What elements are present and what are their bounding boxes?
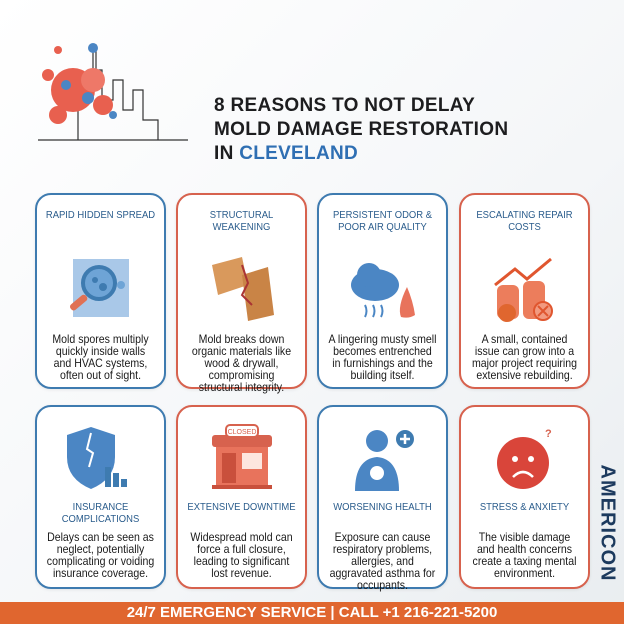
card-insurance-complications: INSURANCE COMPLICATIONS Delays can be se…	[35, 405, 166, 589]
title-line-3: IN CLEVELAND	[214, 142, 508, 166]
title-prefix: IN	[214, 143, 240, 164]
cracked-wood-icon	[178, 255, 305, 327]
card-text: A lingering musty smell becomes entrench…	[328, 332, 437, 382]
card-title: RAPID HIDDEN SPREAD	[45, 209, 156, 221]
title-city: CLEVELAND	[239, 143, 359, 164]
card-text: Widespread mold can force a full closure…	[190, 530, 293, 580]
page-title: 8 REASONS TO NOT DELAY MOLD DAMAGE RESTO…	[214, 94, 508, 166]
card-worsening-health: WORSENING HEALTH Exposure can cause resp…	[317, 405, 448, 592]
closed-store-icon: CLOSED	[178, 423, 305, 495]
card-title: STRUCTURAL WEAKENING	[209, 209, 274, 233]
card-rapid-hidden-spread: RAPID HIDDEN SPREAD Mold spores multiply…	[35, 193, 166, 389]
card-stress-anxiety: ? STRESS & ANXIETY The visible damage an…	[459, 405, 590, 589]
svg-text:?: ?	[545, 428, 552, 440]
title-line-1: 8 REASONS TO NOT DELAY	[214, 95, 476, 116]
worried-face-icon: ?	[461, 423, 588, 495]
footer-text[interactable]: 24/7 EMERGENCY SERVICE | CALL +1 216-221…	[126, 604, 498, 621]
card-text: A small, contained issue can grow into a…	[471, 332, 578, 382]
logo-text: AMERICON	[596, 464, 619, 582]
coughing-person-icon	[319, 423, 446, 495]
card-title: ESCALATING REPAIR COSTS	[476, 209, 573, 233]
broken-shield-icon	[37, 423, 164, 495]
card-title: PERSISTENT ODOR & POOR AIR QUALITY	[332, 209, 433, 233]
card-title: EXTENSIVE DOWNTIME	[187, 501, 296, 513]
card-text: Exposure can cause respiratory problems,…	[329, 530, 436, 592]
card-extensive-downtime: CLOSED EXTENSIVE DOWNTIME Widespread mol…	[176, 405, 307, 589]
closed-sign-text: CLOSED	[227, 429, 256, 436]
card-escalating-repair-costs: ESCALATING REPAIR COSTS A small, contain…	[459, 193, 590, 389]
americon-logo: AMERICON	[594, 450, 620, 590]
mold-skyline-illustration	[18, 30, 198, 150]
card-text: Delays can be seen as neglect, potential…	[46, 530, 155, 580]
emergency-service-banner: 24/7 EMERGENCY SERVICE | CALL +1 216-221…	[0, 602, 624, 624]
cloud-nose-icon	[319, 255, 446, 327]
card-title: INSURANCE COMPLICATIONS	[61, 501, 140, 525]
magnifier-spores-icon	[37, 255, 164, 327]
coins-arrow-icon	[461, 255, 588, 327]
card-persistent-odor: PERSISTENT ODOR & POOR AIR QUALITY A lin…	[317, 193, 448, 389]
card-text: The visible damage and health concerns c…	[472, 530, 577, 580]
card-title: WORSENING HEALTH	[333, 501, 432, 513]
card-structural-weakening: STRUCTURAL WEAKENING Mold breaks down or…	[176, 193, 307, 393]
card-text: Mold breaks down organic materials like …	[191, 332, 292, 394]
card-title: STRESS & ANXIETY	[479, 501, 570, 513]
card-text: Mold spores multiply quickly inside wall…	[52, 332, 149, 382]
title-line-2: MOLD DAMAGE RESTORATION	[214, 119, 509, 140]
